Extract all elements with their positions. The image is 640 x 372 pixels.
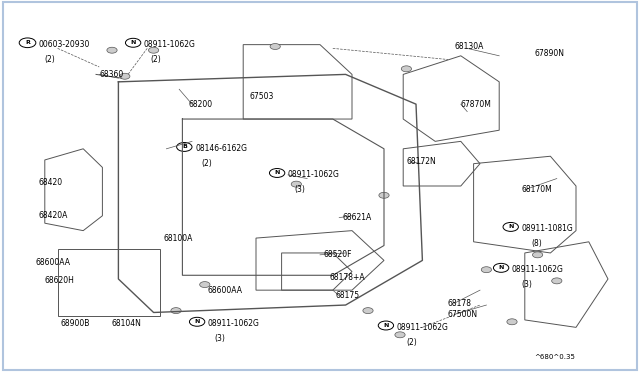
Circle shape [363,308,373,314]
Text: N: N [499,265,504,270]
Circle shape [532,252,543,258]
Circle shape [507,319,517,325]
Text: (8): (8) [531,239,542,248]
Text: 68170M: 68170M [522,185,552,194]
Text: N: N [383,323,388,328]
Text: 68600AA: 68600AA [208,286,243,295]
Text: 68620H: 68620H [45,276,75,285]
Text: 08911-1081G: 08911-1081G [522,224,573,233]
Text: 08146-6162G: 08146-6162G [195,144,247,153]
Circle shape [395,332,405,338]
Text: (3): (3) [294,185,305,194]
Circle shape [200,282,210,288]
Text: 08911-1062G: 08911-1062G [144,40,196,49]
Text: 08911-1062G: 08911-1062G [397,323,449,332]
Text: ^680^0.35: ^680^0.35 [534,354,575,360]
Text: (3): (3) [522,280,532,289]
Text: 68360: 68360 [99,70,124,79]
Text: 68200: 68200 [189,100,213,109]
Circle shape [401,66,412,72]
Text: 68130A: 68130A [454,42,484,51]
Circle shape [171,308,181,314]
Text: (2): (2) [202,159,212,168]
Text: 08911-1062G: 08911-1062G [208,319,260,328]
Text: 00603-20930: 00603-20930 [38,40,90,49]
Text: B: B [182,144,187,150]
Circle shape [270,44,280,49]
Text: N: N [131,40,136,45]
Circle shape [552,278,562,284]
Text: 68172N: 68172N [406,157,436,166]
Text: 68900B: 68900B [61,319,90,328]
Text: 68520F: 68520F [323,250,352,259]
Circle shape [120,73,130,79]
Text: 68600AA: 68600AA [35,258,70,267]
Text: (2): (2) [406,338,417,347]
Text: 08911-1062G: 08911-1062G [288,170,340,179]
Text: 68178: 68178 [448,299,472,308]
Text: 68621A: 68621A [342,213,372,222]
Text: 67503: 67503 [250,92,274,101]
Text: 68175: 68175 [336,291,360,300]
Text: 68178+A: 68178+A [330,273,365,282]
Text: (2): (2) [150,55,161,64]
Circle shape [291,181,301,187]
Text: 67500N: 67500N [448,310,478,319]
Circle shape [107,47,117,53]
Text: 67870M: 67870M [461,100,492,109]
Text: 67890N: 67890N [534,49,564,58]
Text: R: R [25,40,30,45]
Circle shape [481,267,492,273]
Text: (2): (2) [45,55,56,64]
Text: 68104N: 68104N [112,319,142,328]
Text: 68420A: 68420A [38,211,68,220]
Text: 68100A: 68100A [163,234,193,243]
Text: 08911-1062G: 08911-1062G [512,265,564,274]
Text: N: N [508,224,513,230]
Text: N: N [195,319,200,324]
Circle shape [148,47,159,53]
Text: 68420: 68420 [38,178,63,187]
Circle shape [379,192,389,198]
Text: (3): (3) [214,334,225,343]
Text: N: N [275,170,280,176]
